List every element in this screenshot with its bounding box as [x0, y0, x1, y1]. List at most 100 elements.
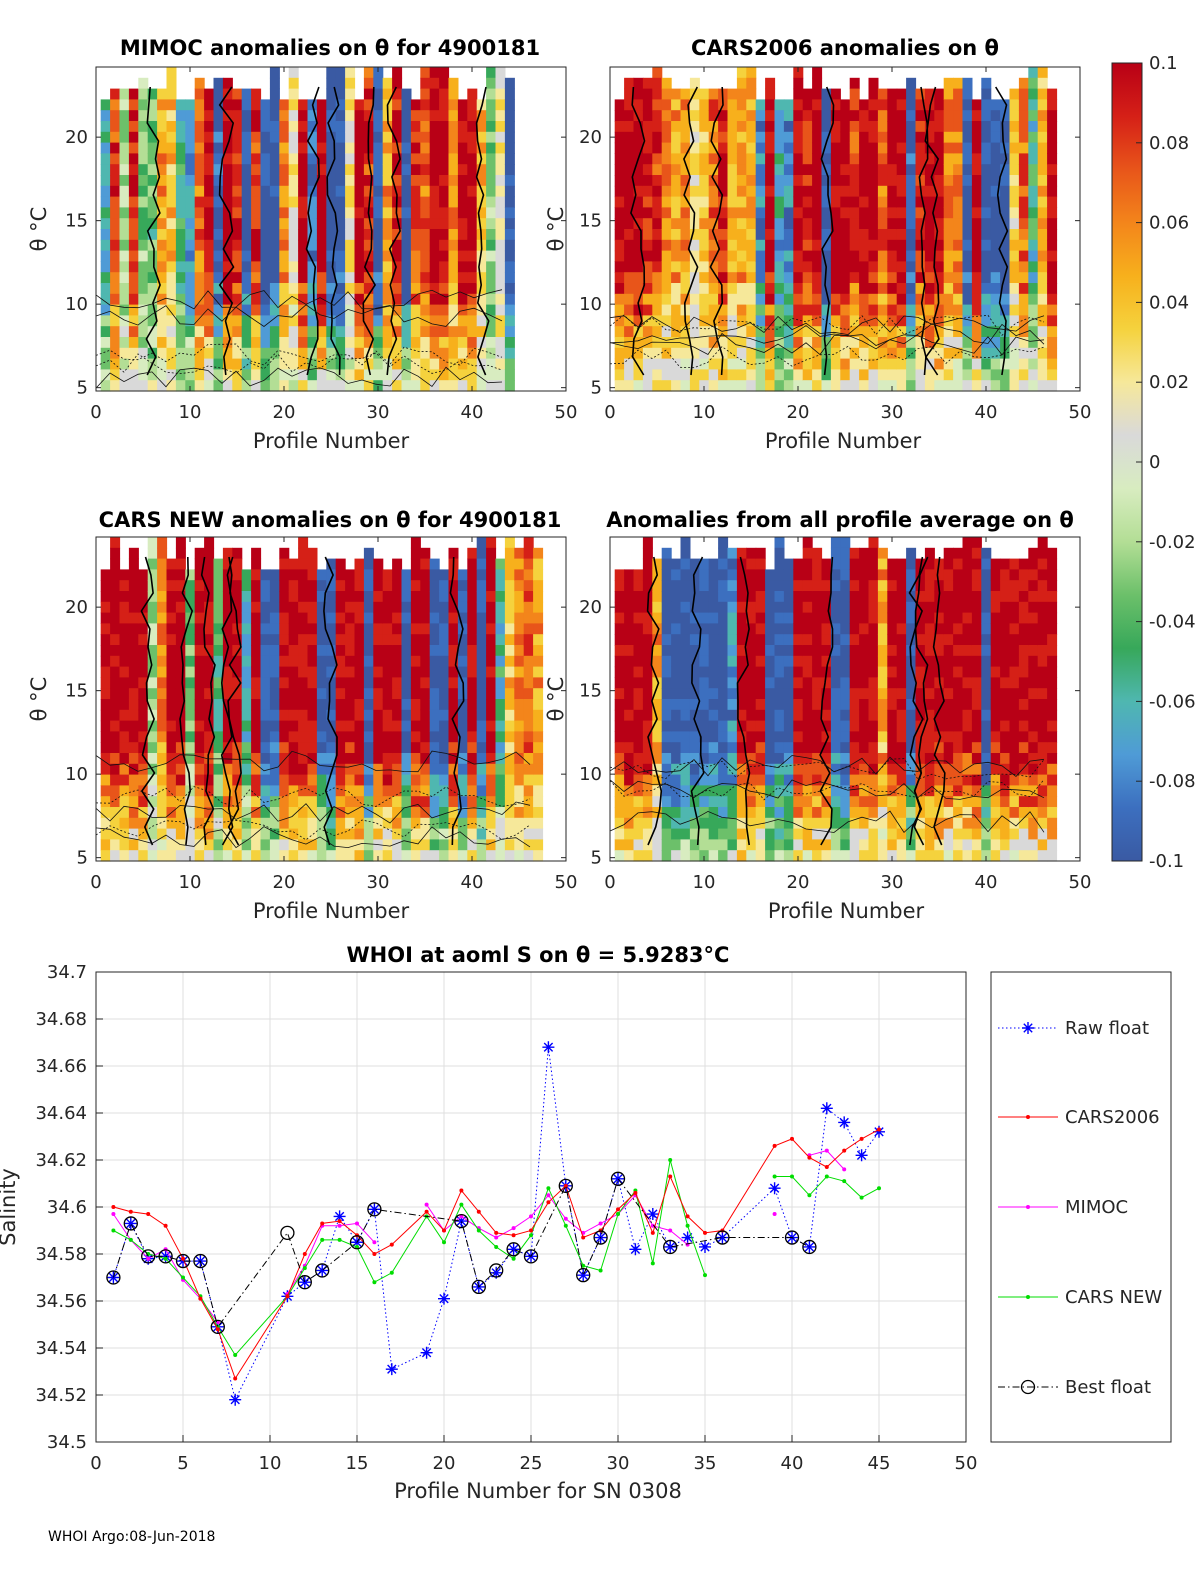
- heatmap-cell: [410, 742, 421, 754]
- heatmap-cell: [486, 612, 497, 624]
- heatmap-cell: [962, 283, 973, 295]
- heatmap-cell: [755, 753, 766, 765]
- x-ticks: 0 10 20 30 40 50: [90, 67, 577, 423]
- heatmap-cell: [260, 720, 271, 732]
- heatmap-cell: [476, 850, 487, 862]
- heatmap-cell: [812, 304, 823, 316]
- heatmap-cell: [859, 196, 870, 208]
- heatmap-cell: [802, 185, 813, 198]
- heatmap-cell: [849, 774, 860, 786]
- heatmap-cell: [363, 785, 374, 797]
- heatmap-cell: [251, 293, 262, 306]
- heatmap-cell: [486, 293, 497, 306]
- heatmap-cell: [204, 261, 215, 273]
- heatmap-cell: [727, 315, 738, 327]
- heatmap-cell: [718, 369, 729, 381]
- heatmap-cell: [298, 207, 309, 219]
- heatmap-cell: [382, 688, 393, 700]
- heatmap-cell: [652, 709, 663, 722]
- heatmap-cell: [138, 612, 149, 624]
- heatmap-cell: [345, 110, 356, 122]
- heatmap-cell: [680, 272, 691, 284]
- heatmap-cell: [642, 326, 653, 338]
- heatmap-cell: [877, 601, 888, 614]
- heatmap-cell: [765, 315, 776, 327]
- heatmap-cell: [316, 261, 327, 273]
- heatmap-cell: [504, 293, 515, 306]
- heatmap-cell: [793, 207, 804, 219]
- heatmap-cell: [689, 121, 700, 133]
- heatmap-cell: [661, 828, 672, 840]
- heatmap-cell: [1037, 185, 1048, 198]
- heatmap-cell: [288, 558, 299, 570]
- heatmap-cell: [661, 666, 672, 678]
- heatmap-cell: [624, 688, 635, 700]
- heatmap-cell: [194, 380, 205, 392]
- heatmap-cell: [802, 283, 813, 295]
- heatmap-cell: [504, 742, 515, 754]
- heatmap-cell: [830, 547, 841, 560]
- heatmap-cell: [736, 763, 747, 776]
- heatmap-cell: [652, 88, 663, 100]
- heatmap-cell: [652, 207, 663, 219]
- heatmap-cell: [251, 547, 262, 560]
- heatmap-cell: [354, 558, 365, 570]
- heatmap-cell: [642, 850, 653, 862]
- heatmap-cell: [382, 164, 393, 176]
- heatmap-cell: [783, 110, 794, 122]
- heatmap-cell: [467, 807, 478, 819]
- heatmap-cell: [736, 207, 747, 219]
- heatmap-cell: [448, 229, 459, 241]
- heatmap-cell: [708, 337, 719, 349]
- heatmap-cell: [671, 817, 682, 830]
- heatmap-cell: [755, 99, 766, 111]
- heatmap-cell: [504, 774, 515, 786]
- heatmap-cell: [868, 218, 879, 230]
- heatmap-cell: [326, 785, 337, 797]
- heatmap-cell: [420, 580, 431, 592]
- heatmap-cell: [661, 591, 672, 603]
- heatmap-cell: [614, 369, 625, 381]
- heatmap-cell: [680, 250, 691, 262]
- heatmap-cell: [624, 110, 635, 122]
- heatmap-cell: [345, 850, 356, 862]
- heatmap-cell: [642, 272, 653, 284]
- heatmap-cell: [765, 99, 776, 111]
- heatmap-cell: [783, 839, 794, 851]
- heatmap-cell: [307, 699, 318, 711]
- heatmap-cell: [708, 185, 719, 198]
- heatmap-cell: [157, 304, 168, 316]
- heatmap-cell: [298, 164, 309, 176]
- heatmap-cell: [943, 131, 954, 144]
- heatmap-cell: [448, 591, 459, 603]
- heatmap-cell: [783, 164, 794, 176]
- contour-line: [305, 86, 320, 376]
- heatmap-cell: [624, 591, 635, 603]
- heatmap-cell: [260, 623, 271, 635]
- heatmap-cell: [222, 175, 233, 187]
- heatmap-cell: [727, 239, 738, 252]
- heatmap-cell: [288, 774, 299, 786]
- contour-line: [95, 366, 503, 389]
- heatmap-cell: [1009, 358, 1020, 370]
- heatmap-cell: [373, 774, 384, 786]
- heatmap-cell: [887, 153, 898, 165]
- heatmap-cell: [971, 99, 982, 111]
- heatmap-cell: [269, 358, 280, 370]
- heatmap-cell: [166, 688, 177, 700]
- heatmap-cell: [812, 655, 823, 668]
- heatmap-cell: [439, 142, 450, 154]
- heatmap-cell: [614, 677, 625, 689]
- heatmap-cell: [241, 763, 252, 776]
- heatmap-cell: [232, 293, 243, 306]
- heatmap-cell: [652, 369, 663, 381]
- heatmap-cell: [420, 185, 431, 198]
- heatmap-cell: [495, 88, 506, 100]
- heatmap-cell: [680, 558, 691, 570]
- heatmap-cell: [849, 239, 860, 252]
- heatmap-cell: [392, 347, 403, 360]
- heatmap-cell: [877, 283, 888, 295]
- heatmap-cell: [345, 612, 356, 624]
- heatmap-cell: [661, 283, 672, 295]
- heatmap-cell: [962, 315, 973, 327]
